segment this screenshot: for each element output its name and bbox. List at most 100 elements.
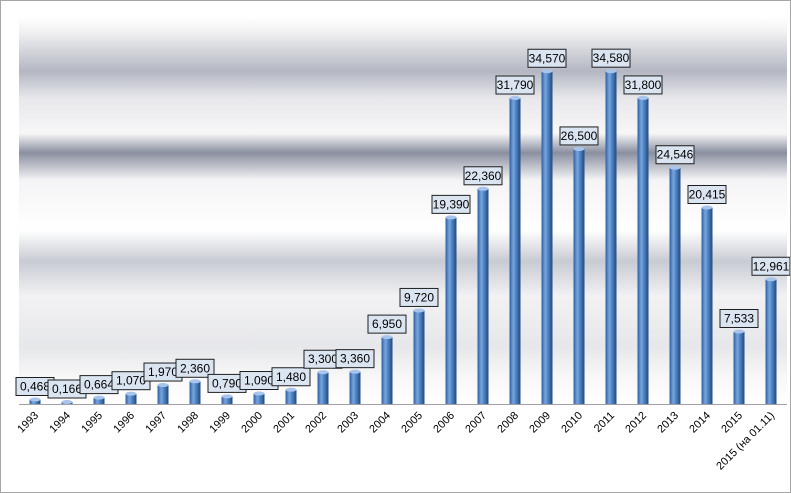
data-label-text: 31,800	[625, 78, 662, 92]
data-label: 0,166	[47, 379, 87, 399]
bar-top	[317, 370, 329, 375]
x-tick-label: 2014	[687, 410, 713, 436]
data-label-box	[335, 349, 375, 369]
data-label: 1,070	[111, 371, 151, 391]
data-label: 6,950	[367, 314, 407, 334]
data-label-box	[495, 75, 535, 95]
bar	[285, 389, 297, 404]
data-label-text: 0,664	[84, 378, 114, 392]
bar	[253, 393, 265, 404]
data-label: 34,570	[527, 48, 567, 68]
data-label: 20,415	[687, 185, 727, 205]
data-label-box	[367, 314, 407, 334]
data-label: 24,546	[655, 145, 695, 165]
bar	[221, 396, 233, 404]
x-tick-label: 2000	[239, 410, 265, 436]
bar	[573, 148, 585, 404]
bar	[445, 217, 457, 404]
x-tick-label: 2008	[495, 410, 521, 436]
x-tick-label: 1996	[111, 410, 137, 436]
data-label-text: 1,070	[116, 374, 146, 388]
data-label-text: 3,300	[308, 352, 338, 366]
bar-top	[733, 329, 745, 334]
bar	[669, 167, 681, 404]
data-label-text: 22,360	[465, 169, 502, 183]
data-label-box	[463, 166, 503, 186]
bar	[381, 337, 393, 404]
x-tick-label: 2013	[655, 410, 681, 436]
bar	[29, 399, 41, 404]
bar-top	[701, 205, 713, 210]
data-label-text: 2,360	[180, 361, 210, 375]
data-label: 31,800	[623, 75, 663, 95]
data-label-text: 34,580	[593, 51, 630, 65]
x-tick-label: 2004	[367, 410, 393, 436]
data-label: 0,790	[207, 373, 247, 393]
x-tick-label: 2015	[719, 410, 745, 436]
data-label: 9,720	[399, 287, 439, 307]
x-tick-label: 2005	[399, 410, 425, 436]
data-label: 34,580	[591, 48, 631, 68]
data-label-text: 6,950	[372, 317, 402, 331]
bar	[541, 71, 553, 405]
bar	[349, 371, 361, 404]
data-label: 31,790	[495, 75, 535, 95]
bar-top	[573, 146, 585, 151]
data-label: 26,500	[559, 126, 599, 146]
bar-top	[125, 391, 137, 396]
data-label-text: 9,720	[404, 290, 434, 304]
bar	[125, 393, 137, 404]
x-tick-label: 1997	[143, 410, 169, 436]
bar-top	[221, 394, 233, 399]
data-label-text: 12,961	[753, 259, 790, 273]
data-label: 3,300	[303, 349, 343, 369]
bar-top	[509, 96, 521, 101]
x-tick-label: 1999	[207, 410, 233, 436]
data-label-text: 31,790	[497, 78, 534, 92]
data-label-text: 24,546	[657, 148, 694, 162]
data-label: 2,360	[175, 358, 215, 378]
bar-top	[381, 335, 393, 340]
bar	[733, 331, 745, 404]
x-tick-label: 1993	[15, 410, 41, 436]
data-label-box	[623, 75, 663, 95]
data-label-box	[655, 145, 695, 165]
x-tick-label: 2001	[271, 410, 297, 436]
data-label: 7,533	[719, 308, 759, 328]
data-label-box	[431, 194, 471, 214]
data-label-box	[271, 367, 311, 387]
data-label-box	[591, 48, 631, 68]
bar	[317, 372, 329, 404]
data-label-box	[559, 126, 599, 146]
x-tick-label: 2003	[335, 410, 361, 436]
bar-top	[189, 379, 201, 384]
x-tick-label: 2015 (на 01.11)	[714, 410, 777, 473]
bar	[509, 98, 521, 405]
x-tick-label: 2009	[527, 410, 553, 436]
bar	[157, 385, 169, 404]
bar-top	[253, 391, 265, 396]
data-label-box	[527, 48, 567, 68]
data-label-box	[719, 308, 759, 328]
bar-top	[477, 186, 489, 191]
bar	[413, 310, 425, 404]
data-label-text: 1,090	[244, 374, 274, 388]
bar-top	[445, 215, 457, 220]
x-tick-label: 2006	[431, 410, 457, 436]
data-label: 0,468	[15, 376, 55, 396]
data-label-text: 3,360	[340, 352, 370, 366]
data-label: 3,360	[335, 349, 375, 369]
bar	[701, 207, 713, 404]
bar-top	[93, 395, 105, 400]
bar-top	[637, 95, 649, 100]
data-label-text: 1,970	[148, 365, 178, 379]
bar-top	[157, 383, 169, 388]
x-tick-label: 2010	[559, 410, 585, 436]
data-label-text: 7,533	[724, 311, 754, 325]
data-label-text: 0,790	[212, 376, 242, 390]
bar-top	[61, 400, 73, 404]
data-label-text: 0,468	[20, 379, 50, 393]
bar	[637, 97, 649, 405]
x-tick-label: 1994	[47, 410, 73, 436]
